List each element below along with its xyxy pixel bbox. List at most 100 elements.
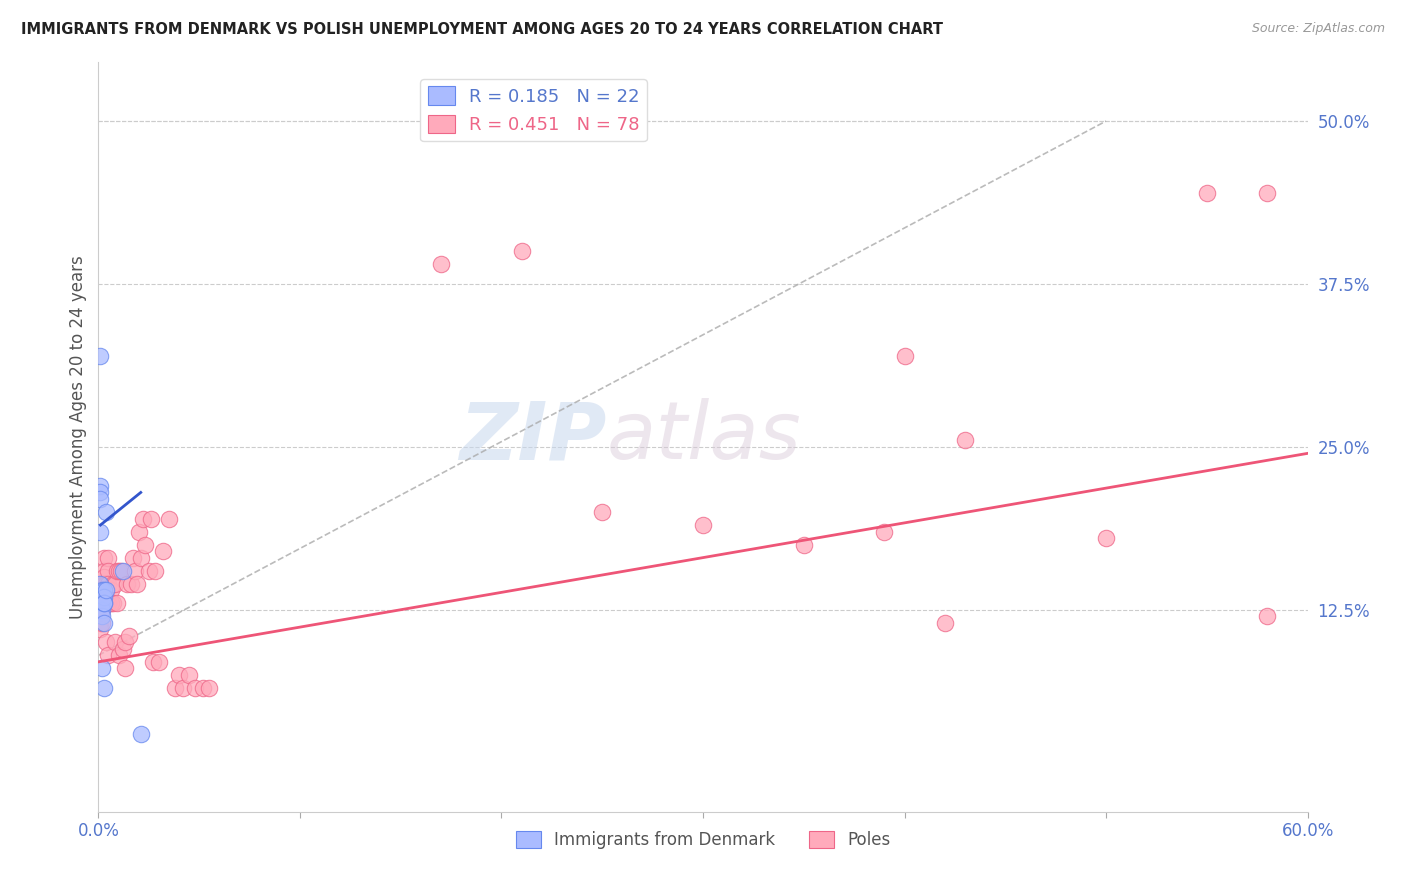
Point bbox=[510, 244, 533, 259]
Point bbox=[139, 511, 162, 525]
Point bbox=[93, 681, 115, 695]
Point bbox=[114, 661, 136, 675]
Point bbox=[114, 635, 136, 649]
Point bbox=[793, 538, 815, 552]
Point bbox=[91, 609, 114, 624]
Point bbox=[91, 590, 114, 604]
Point bbox=[138, 564, 160, 578]
Point bbox=[93, 583, 115, 598]
Point bbox=[93, 596, 115, 610]
Point bbox=[591, 505, 613, 519]
Point bbox=[96, 635, 118, 649]
Point bbox=[96, 505, 118, 519]
Point bbox=[110, 564, 132, 578]
Point bbox=[179, 668, 201, 682]
Point bbox=[89, 491, 111, 506]
Point bbox=[118, 629, 141, 643]
Point bbox=[125, 576, 148, 591]
Point bbox=[93, 550, 115, 565]
Point bbox=[111, 641, 134, 656]
Point bbox=[430, 257, 453, 271]
Point bbox=[100, 596, 122, 610]
Point bbox=[91, 661, 114, 675]
Point bbox=[93, 596, 115, 610]
Point bbox=[157, 511, 180, 525]
Point bbox=[96, 576, 118, 591]
Point bbox=[873, 524, 896, 539]
Point bbox=[96, 596, 118, 610]
Point bbox=[93, 570, 115, 584]
Point bbox=[107, 564, 129, 578]
Point bbox=[91, 576, 114, 591]
Point bbox=[93, 590, 115, 604]
Point bbox=[97, 576, 120, 591]
Point bbox=[91, 583, 114, 598]
Point bbox=[129, 726, 152, 740]
Point bbox=[97, 648, 120, 663]
Point bbox=[89, 479, 111, 493]
Point bbox=[103, 635, 125, 649]
Point bbox=[172, 681, 194, 695]
Text: Source: ZipAtlas.com: Source: ZipAtlas.com bbox=[1251, 22, 1385, 36]
Text: ZIP: ZIP bbox=[458, 398, 606, 476]
Point bbox=[96, 590, 118, 604]
Point bbox=[128, 524, 150, 539]
Point bbox=[129, 550, 152, 565]
Point bbox=[89, 622, 111, 636]
Point bbox=[105, 596, 128, 610]
Point bbox=[121, 550, 143, 565]
Point bbox=[143, 564, 166, 578]
Text: atlas: atlas bbox=[606, 398, 801, 476]
Point bbox=[93, 615, 115, 630]
Point bbox=[89, 615, 111, 630]
Point bbox=[89, 603, 111, 617]
Point bbox=[1095, 531, 1118, 545]
Point bbox=[93, 596, 115, 610]
Point bbox=[89, 524, 111, 539]
Point bbox=[101, 596, 124, 610]
Y-axis label: Unemployment Among Ages 20 to 24 years: Unemployment Among Ages 20 to 24 years bbox=[69, 255, 87, 619]
Point bbox=[93, 583, 115, 598]
Point bbox=[132, 511, 155, 525]
Point bbox=[167, 668, 190, 682]
Point bbox=[103, 576, 125, 591]
Point bbox=[91, 603, 114, 617]
Point bbox=[934, 615, 956, 630]
Point bbox=[163, 681, 186, 695]
Text: IMMIGRANTS FROM DENMARK VS POLISH UNEMPLOYMENT AMONG AGES 20 TO 24 YEARS CORRELA: IMMIGRANTS FROM DENMARK VS POLISH UNEMPL… bbox=[21, 22, 943, 37]
Point bbox=[97, 596, 120, 610]
Point bbox=[93, 576, 115, 591]
Point bbox=[89, 485, 111, 500]
Point bbox=[96, 583, 118, 598]
Point bbox=[120, 576, 142, 591]
Point bbox=[97, 550, 120, 565]
Point bbox=[1195, 186, 1218, 200]
Point bbox=[93, 564, 115, 578]
Point bbox=[107, 648, 129, 663]
Point bbox=[953, 434, 976, 448]
Point bbox=[142, 655, 165, 669]
Point bbox=[148, 655, 170, 669]
Point bbox=[105, 564, 128, 578]
Point bbox=[101, 576, 124, 591]
Point bbox=[184, 681, 207, 695]
Point bbox=[124, 564, 146, 578]
Point bbox=[893, 349, 915, 363]
Point bbox=[91, 590, 114, 604]
Point bbox=[100, 583, 122, 598]
Point bbox=[692, 518, 714, 533]
Point bbox=[115, 576, 138, 591]
Point bbox=[111, 564, 134, 578]
Point bbox=[93, 590, 115, 604]
Point bbox=[1256, 186, 1278, 200]
Point bbox=[152, 544, 174, 558]
Point bbox=[91, 615, 114, 630]
Point bbox=[91, 596, 114, 610]
Point bbox=[89, 349, 111, 363]
Point bbox=[134, 538, 156, 552]
Point bbox=[193, 681, 215, 695]
Point bbox=[97, 564, 120, 578]
Point bbox=[198, 681, 221, 695]
Point bbox=[91, 583, 114, 598]
Point bbox=[91, 603, 114, 617]
